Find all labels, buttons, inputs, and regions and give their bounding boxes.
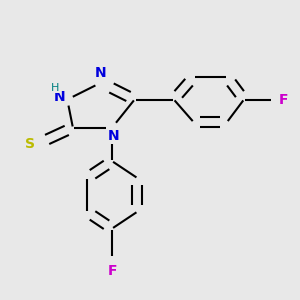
Text: H: H <box>50 82 59 92</box>
Text: F: F <box>279 92 289 106</box>
Text: N: N <box>54 90 66 104</box>
Text: N: N <box>108 129 119 143</box>
Text: N: N <box>95 67 107 80</box>
Text: F: F <box>107 264 117 278</box>
Text: S: S <box>25 137 35 152</box>
